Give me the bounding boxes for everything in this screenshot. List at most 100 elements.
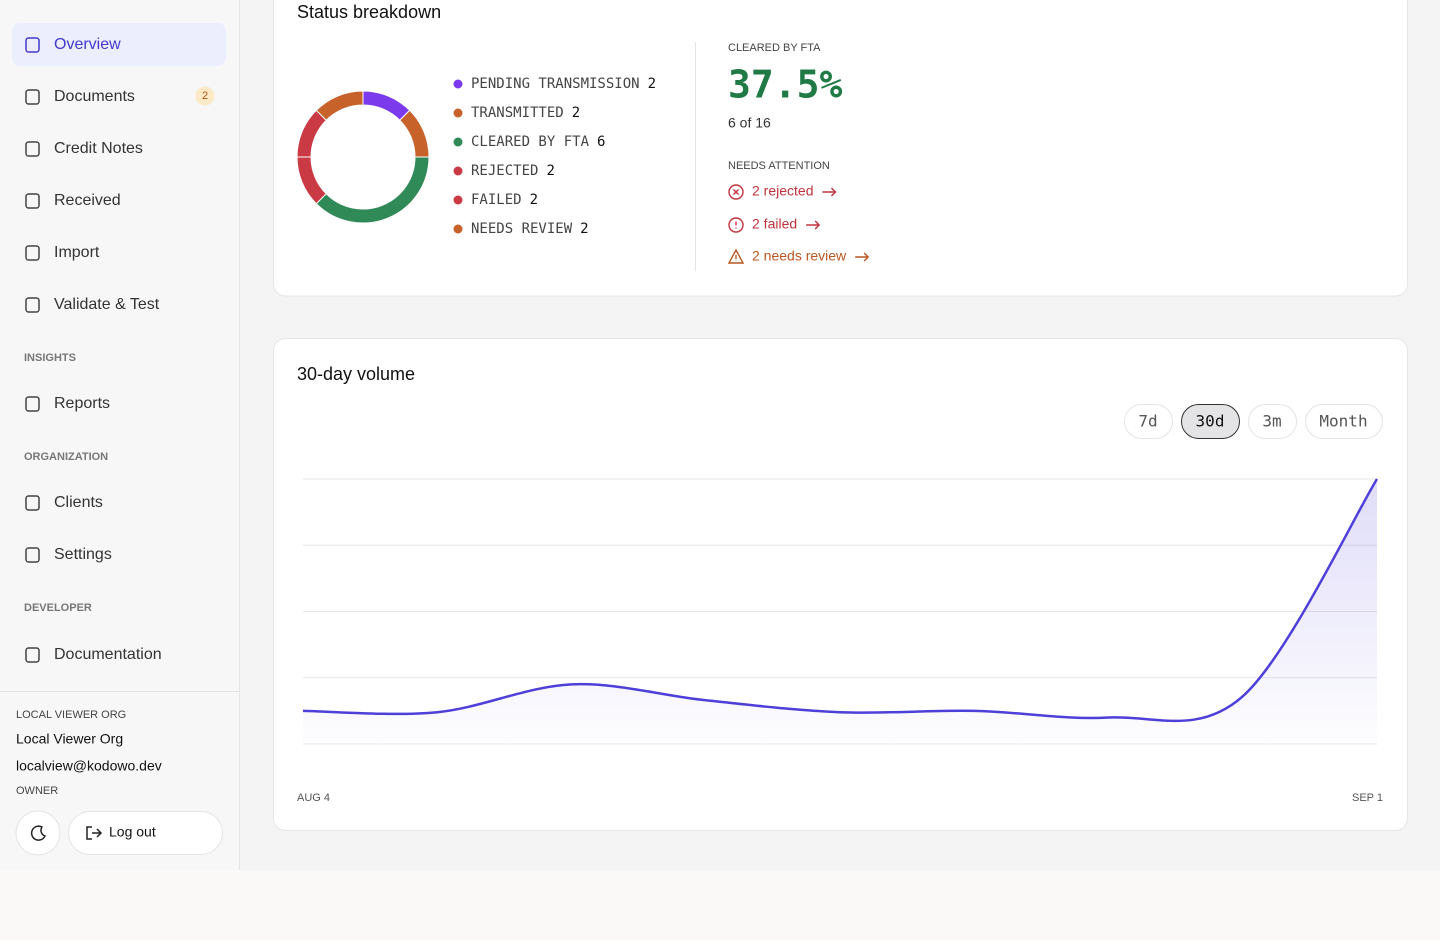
legend-dot — [453, 79, 463, 89]
nav-item[interactable]: Reports — [25, 395, 110, 412]
range-pill[interactable] — [1305, 404, 1383, 439]
legend-dot — [453, 166, 463, 176]
range-label[interactable]: 3m — [1262, 412, 1281, 431]
arrow — [822, 187, 837, 197]
nav-item[interactable]: Import — [25, 244, 100, 261]
nav-item[interactable]: Validate & Test — [25, 296, 160, 313]
nav-label[interactable]: Documentation — [54, 646, 162, 663]
range-button[interactable]: 3m — [1248, 404, 1297, 439]
range-pill[interactable] — [1248, 404, 1297, 439]
status-icon — [728, 184, 744, 200]
stat-value: 37.5% — [728, 63, 843, 107]
stat-heading: CLEARED BY FTA — [728, 42, 821, 54]
attention-heading: NEEDS ATTENTION — [728, 160, 830, 172]
legend-dot — [453, 137, 463, 147]
nav-label[interactable]: Validate & Test — [54, 296, 160, 313]
legend-label: CLEARED BY FTA — [471, 134, 590, 150]
email: localview@kodowo.dev — [16, 758, 162, 774]
org-name: Local Viewer Org — [16, 731, 123, 747]
logout-button[interactable]: Log out — [68, 811, 223, 855]
area — [303, 479, 1377, 744]
range-label[interactable]: 30d — [1196, 412, 1225, 431]
nav-label[interactable]: Import — [54, 244, 100, 261]
badge-count: 2 — [202, 90, 208, 102]
legend-count: 2 — [572, 105, 580, 121]
nav-label[interactable]: Credit Notes — [54, 140, 143, 157]
arrow — [806, 220, 821, 230]
nav-item[interactable]: Clients — [25, 494, 103, 511]
logout-label[interactable]: Log out — [109, 824, 156, 840]
logout-pill[interactable] — [68, 811, 223, 855]
legend-label: NEEDS REVIEW — [471, 221, 573, 237]
range-label[interactable]: Month — [1319, 412, 1367, 431]
legend-label: PENDING TRANSMISSION — [471, 76, 640, 92]
legend-count: 2 — [530, 192, 538, 208]
attention-link[interactable]: 2 rejected — [728, 183, 837, 200]
footer-strip — [0, 870, 1440, 940]
nav-item[interactable]: Documents 2 — [25, 86, 215, 106]
org-heading: LOCAL VIEWER ORG — [16, 709, 126, 721]
legend-dot — [453, 224, 463, 234]
nav-label[interactable]: Reports — [54, 395, 110, 412]
warn-icon — [727, 248, 745, 264]
sidebar — [0, 0, 240, 870]
active-bg[interactable] — [12, 23, 226, 66]
card-title: Status breakdown — [297, 2, 441, 22]
x-tick-label: AUG 4 — [297, 792, 330, 804]
section-heading: DEVELOPER — [24, 602, 92, 614]
section-heading: COMPLIANCE — [24, 0, 98, 2]
attention-label[interactable]: 2 rejected — [752, 183, 813, 199]
legend-label: FAILED — [471, 192, 522, 208]
nav-item[interactable]: Received — [25, 192, 121, 209]
attention-link[interactable]: 2 failed — [728, 216, 821, 233]
nav-item[interactable]: Overview — [12, 23, 226, 66]
nav-icon — [25, 141, 40, 157]
range-pill[interactable] — [1124, 404, 1173, 439]
nav-label[interactable]: Settings — [54, 546, 112, 563]
logout-icon — [86, 826, 103, 840]
range-button[interactable]: Month — [1305, 404, 1383, 439]
legend-label: REJECTED — [471, 163, 538, 179]
donut-segment — [315, 90, 364, 121]
badge — [195, 86, 215, 106]
nav-item[interactable]: Documentation — [25, 646, 162, 663]
theme-button[interactable] — [15, 810, 61, 856]
card-title: 30-day volume — [297, 364, 415, 384]
range-pill[interactable] — [1181, 404, 1240, 439]
status-icon — [728, 217, 744, 233]
legend-count: 6 — [597, 134, 605, 150]
section-heading: INSIGHTS — [24, 352, 76, 364]
attention-link[interactable]: 2 needs review — [727, 248, 870, 264]
x-tick-label: SEP 1 — [1352, 792, 1383, 804]
nav-icon — [25, 297, 40, 313]
moon-icon — [30, 825, 47, 841]
nav-item[interactable]: Settings — [25, 546, 112, 563]
nav-label[interactable]: Documents — [54, 88, 135, 105]
nav-icon — [25, 547, 40, 563]
line — [302, 478, 1379, 723]
nav-icon — [25, 89, 40, 105]
nav-icon — [25, 647, 40, 663]
attention-label[interactable]: 2 failed — [752, 216, 797, 232]
range-button[interactable]: 30d — [1181, 404, 1240, 439]
nav-label[interactable]: Clients — [54, 494, 103, 511]
stat-detail: 6 of 16 — [728, 115, 771, 131]
range-label[interactable]: 7d — [1138, 412, 1157, 431]
status-glyph — [733, 189, 739, 195]
attention-label[interactable]: 2 needs review — [752, 248, 847, 264]
legend-label: TRANSMITTED — [471, 105, 564, 121]
status-card — [273, 0, 1408, 297]
nav-icon — [25, 245, 40, 261]
nav-label[interactable]: Overview — [54, 36, 121, 53]
legend-count: 2 — [580, 221, 588, 237]
nav-label[interactable]: Received — [54, 192, 121, 209]
nav-item[interactable]: Credit Notes — [25, 140, 143, 157]
arrow — [855, 252, 870, 262]
range-button[interactable]: 7d — [1124, 404, 1173, 439]
nav-icon — [25, 495, 40, 511]
legend-count: 2 — [648, 76, 656, 92]
legend-count: 2 — [546, 163, 554, 179]
theme-toggle[interactable] — [15, 810, 61, 856]
